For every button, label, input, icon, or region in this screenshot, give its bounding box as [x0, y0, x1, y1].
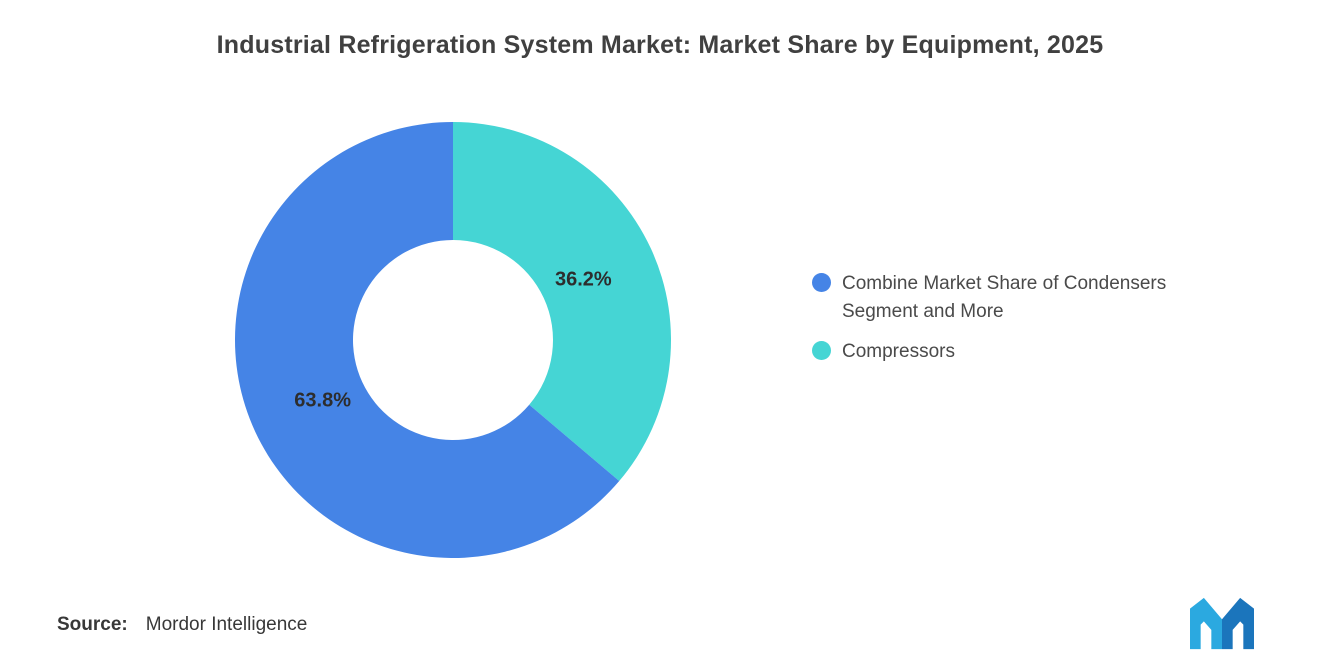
- slice-value-label: 36.2%: [555, 269, 612, 291]
- donut-slice-combine: [234, 122, 620, 558]
- source-line: Source: Mordor Intelligence: [57, 614, 307, 636]
- donut-svg: 36.2% 63.8%: [234, 122, 671, 558]
- legend-label-compressors: Compressors: [842, 341, 955, 363]
- source-value: Mordor Intelligence: [145, 614, 308, 635]
- mordor-logo-icon: [1190, 597, 1254, 650]
- legend-item-condensers: Combine Market Share of Condensers Segme…: [812, 270, 1234, 325]
- legend-swatch-compressors: [812, 341, 831, 361]
- legend-item-compressors: Compressors: [812, 338, 1234, 366]
- legend-label-condensers: Combine Market Share of Condensers Segme…: [842, 273, 1167, 322]
- source-label: Source:: [57, 614, 128, 635]
- logo-right-shape: [1222, 597, 1254, 650]
- chart-title: Industrial Refrigeration System Market: …: [216, 31, 1104, 59]
- logo-left-shape: [1190, 597, 1222, 650]
- legend: Combine Market Share of Condensers Segme…: [812, 270, 1234, 366]
- donut-chart: 36.2% 63.8%: [233, 120, 673, 560]
- mordor-intelligence-logo: [1190, 597, 1254, 650]
- donut-slice-compressors: [453, 122, 671, 482]
- legend-swatch-condensers: [812, 273, 831, 292]
- slice-value-label: 63.8%: [294, 389, 351, 411]
